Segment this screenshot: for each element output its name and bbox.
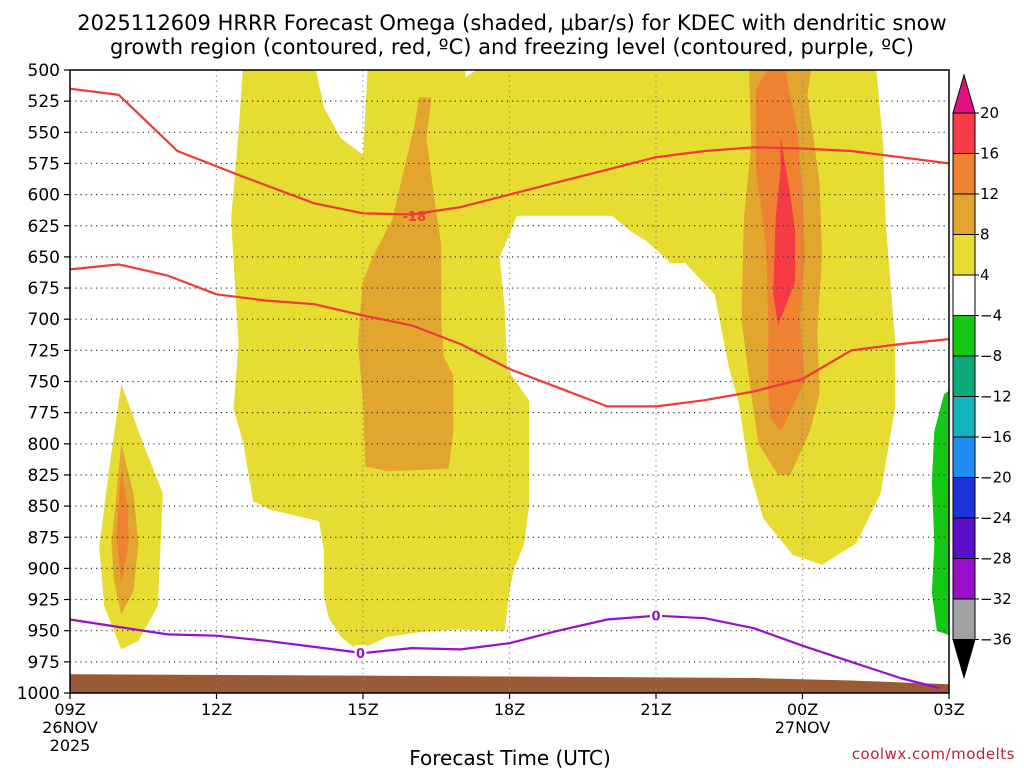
y-tick-975: 975 bbox=[28, 653, 60, 673]
colorbar-cell-6 bbox=[952, 315, 976, 357]
y-tick-700: 700 bbox=[28, 310, 60, 330]
x-axis-title: Forecast Time (UTC) bbox=[409, 746, 611, 768]
y-tick-625: 625 bbox=[28, 217, 60, 237]
colorbar-cell-12 bbox=[952, 558, 976, 600]
colorbar-cell-11 bbox=[952, 517, 976, 559]
y-tick-525: 525 bbox=[28, 92, 60, 112]
x-tick-00Z: 00Z bbox=[787, 700, 818, 719]
y-tick-725: 725 bbox=[28, 341, 60, 361]
colorbar-top-arrow bbox=[952, 73, 976, 114]
colorbar-label-13: −36 bbox=[980, 631, 1012, 649]
colorbar-label-7: −12 bbox=[980, 388, 1012, 406]
contour-labels: -18 0 0 bbox=[354, 210, 662, 662]
x-tick-03Z: 03Z bbox=[933, 700, 964, 719]
colorbar-cell-7 bbox=[952, 355, 976, 397]
colorbar-label-2: 12 bbox=[980, 185, 999, 203]
y-tick-800: 800 bbox=[28, 435, 60, 455]
colorbar-cell-5 bbox=[952, 274, 976, 316]
colorbar-cell-3 bbox=[952, 193, 976, 235]
dgz-contour--12 bbox=[70, 263, 949, 408]
y-tick-775: 775 bbox=[28, 404, 60, 424]
y-tick-875: 875 bbox=[28, 528, 60, 548]
y-tick-900: 900 bbox=[28, 559, 60, 579]
y-tick-925: 925 bbox=[28, 591, 60, 611]
y-tick-675: 675 bbox=[28, 279, 60, 299]
colorbar-label-0: 20 bbox=[980, 104, 999, 122]
freezing-level-contour bbox=[70, 614, 940, 690]
colorbar-cell-10 bbox=[952, 477, 976, 519]
x-tick-sub-2025: 2025 bbox=[50, 736, 91, 755]
colorbar: 20 16 12 8 4 −4 −8 −12 −16 −20 −24 −28 −32 −36 bbox=[952, 73, 1012, 680]
x-tick-09Z: 09Z bbox=[54, 700, 85, 719]
omega-region-8 bbox=[931, 390, 949, 636]
grid-lines bbox=[70, 70, 949, 693]
y-tick-825: 825 bbox=[28, 466, 60, 486]
chart-title-line-1: 2025112609 HRRR Forecast Omega (shaded, … bbox=[77, 11, 946, 35]
x-tick-sub-27NOV: 27NOV bbox=[775, 718, 831, 737]
freezing-label-0: 0 bbox=[356, 647, 365, 662]
colorbar-label-11: −28 bbox=[980, 550, 1012, 568]
y-tick-1000: 1000 bbox=[17, 684, 60, 704]
y-tick-750: 750 bbox=[28, 373, 60, 393]
colorbar-cell-8 bbox=[952, 396, 976, 438]
colorbar-cell-13 bbox=[952, 598, 976, 640]
y-axis: 500 525 550 575 600 625 650 675 700 725 750 775 800 8… bbox=[17, 61, 70, 704]
x-tick-21Z: 21Z bbox=[640, 700, 671, 719]
colorbar-cell-1 bbox=[952, 112, 976, 154]
colorbar-label-6: −8 bbox=[980, 347, 1002, 365]
freezing-label-bg-0 bbox=[354, 645, 367, 661]
dgz-contour--18 bbox=[70, 87, 949, 216]
y-tick-650: 650 bbox=[28, 248, 60, 268]
colorbar-cell-9 bbox=[952, 436, 976, 478]
credit-text: coolwx.com/modelts bbox=[852, 745, 1015, 763]
colorbar-label-1: 16 bbox=[980, 145, 999, 163]
y-tick-575: 575 bbox=[28, 154, 60, 174]
contour-lines bbox=[70, 87, 949, 690]
colorbar-cell-4 bbox=[952, 234, 976, 276]
colorbar-cell-2 bbox=[952, 153, 976, 195]
colorbar-label-12: −32 bbox=[980, 590, 1012, 608]
colorbar-label-9: −20 bbox=[980, 469, 1012, 487]
x-tick-18Z: 18Z bbox=[494, 700, 525, 719]
omega-region-4 bbox=[358, 97, 454, 472]
y-tick-850: 850 bbox=[28, 497, 60, 517]
y-tick-950: 950 bbox=[28, 622, 60, 642]
y-tick-550: 550 bbox=[28, 123, 60, 143]
freezing-label-1: 0 bbox=[651, 610, 660, 625]
dgz-label--18: -18 bbox=[403, 210, 427, 225]
y-tick-500: 500 bbox=[28, 61, 60, 81]
x-tick-12Z: 12Z bbox=[201, 700, 232, 719]
colorbar-label-3: 8 bbox=[980, 226, 990, 244]
colorbar-label-5: −4 bbox=[980, 307, 1002, 325]
colorbar-label-4: 4 bbox=[980, 266, 990, 284]
omega-region-2 bbox=[116, 471, 129, 584]
freezing-label-bg-1 bbox=[650, 607, 662, 623]
colorbar-bottom-arrow bbox=[952, 639, 976, 680]
chart-title-line-2: growth region (contoured, red, ºC) and f… bbox=[110, 35, 914, 59]
colorbar-label-10: −24 bbox=[980, 509, 1012, 527]
y-tick-600: 600 bbox=[28, 186, 60, 206]
omega-region-7 bbox=[773, 136, 796, 326]
x-tick-15Z: 15Z bbox=[347, 700, 378, 719]
colorbar-label-8: −16 bbox=[980, 428, 1012, 446]
x-tick-sub-26NOV: 26NOV bbox=[42, 718, 98, 737]
